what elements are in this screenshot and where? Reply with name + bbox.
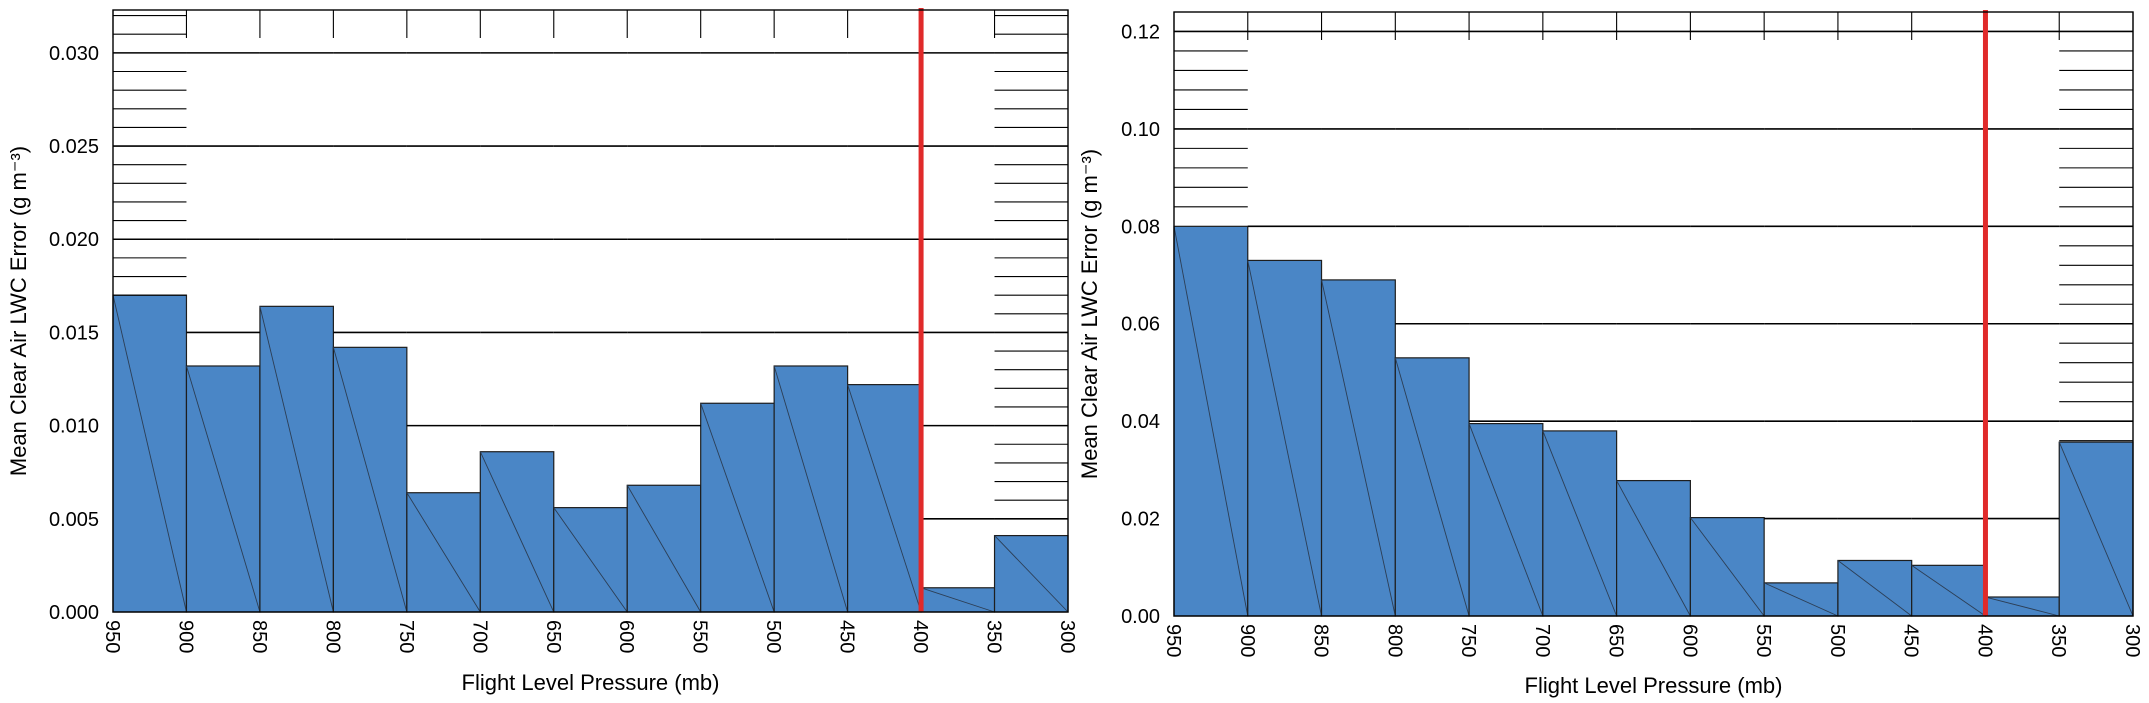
x-tick-label: 500 xyxy=(762,620,784,653)
x-tick-label: 800 xyxy=(321,620,343,653)
bar-hatch-line xyxy=(1394,357,1470,617)
y-tick-label: 0.030 xyxy=(49,43,99,65)
bar-hatch-line xyxy=(1985,596,2060,617)
bar-hatch-line xyxy=(1763,582,1839,617)
x-tick-label: 650 xyxy=(542,620,564,653)
x-tick-label: 750 xyxy=(395,620,417,653)
bar-hatch-line xyxy=(2058,441,2134,617)
plot-frame xyxy=(112,9,1069,613)
x-tick-label: 450 xyxy=(836,620,858,653)
y-tick-label: 0.005 xyxy=(49,509,99,531)
left-chart-panel: 0.000 0.005 0.010 0.015 0.020 0.025 0.030 950 90… xyxy=(6,8,1078,695)
bar-hatch-line xyxy=(479,451,555,613)
bar-hatch-line xyxy=(1542,430,1618,617)
x-tick-label: 550 xyxy=(1752,624,1774,657)
bar-hatch-line xyxy=(553,507,628,613)
y-tick-label: 0.08 xyxy=(1121,216,1160,238)
bar-hatch-line xyxy=(112,295,187,613)
x-tick-label: 700 xyxy=(1531,624,1553,657)
x-tick-label: 500 xyxy=(1826,624,1848,657)
bar-hatch-line xyxy=(186,365,261,613)
x-tick-label: 900 xyxy=(1236,624,1258,657)
x-tick-label: 900 xyxy=(174,620,196,653)
x-axis-title: Flight Level Pressure (mb) xyxy=(462,670,720,695)
y-axis-title: Mean Clear Air LWC Error (g m⁻³) xyxy=(6,146,31,476)
x-tick-label: 400 xyxy=(909,620,931,653)
right-chart-panel: 0.00 0.02 0.04 0.06 0.08 0.10 0.12 950 900 850 800… xyxy=(1077,10,2143,698)
bar-hatch-line xyxy=(1321,279,1396,617)
bar-hatch-line xyxy=(259,306,334,613)
y-tick-label: 0.020 xyxy=(49,229,99,251)
bar-hatch-line xyxy=(1173,226,1249,617)
bar-hatch-line xyxy=(994,535,1069,613)
bar-hatch-line xyxy=(1837,560,1912,617)
x-tick-label: 350 xyxy=(2047,624,2069,657)
bar-hatch-line xyxy=(1468,423,1544,617)
bar-hatch-line xyxy=(1690,517,1765,617)
x-tick-label: 650 xyxy=(1605,624,1627,657)
y-tick-label: 0.04 xyxy=(1121,411,1160,433)
x-tick-label: 950 xyxy=(101,620,123,653)
y-tick-label: 0.00 xyxy=(1121,606,1160,628)
x-tick-label: 950 xyxy=(1162,624,1184,657)
x-tick-label: 800 xyxy=(1383,624,1405,657)
x-tick-label: 600 xyxy=(1678,624,1700,657)
x-tick-label: 450 xyxy=(1900,624,1922,657)
bar-hatch-line xyxy=(1616,480,1691,617)
x-tick-label: 300 xyxy=(2121,624,2143,657)
bar-hatch-line xyxy=(773,365,849,613)
bar-hatch-line xyxy=(1911,564,1986,617)
y-tick-label: 0.000 xyxy=(49,602,99,624)
x-tick-label: 300 xyxy=(1056,620,1078,653)
bar-hatch-line xyxy=(700,403,775,613)
y-tick-label: 0.010 xyxy=(49,416,99,438)
bar-hatch-line xyxy=(847,384,922,613)
x-tick-label: 850 xyxy=(248,620,270,653)
bar-hatch-line xyxy=(406,492,481,613)
bar-hatch-line xyxy=(1247,260,1322,617)
x-tick-label: 600 xyxy=(615,620,637,653)
x-tick-label: 700 xyxy=(468,620,490,653)
y-axis-title: Mean Clear Air LWC Error (g m⁻³) xyxy=(1077,149,1102,479)
y-tick-label: 0.02 xyxy=(1121,509,1160,531)
x-axis-title: Flight Level Pressure (mb) xyxy=(1525,673,1783,698)
x-tick-label: 400 xyxy=(1973,624,1995,657)
y-tick-label: 0.025 xyxy=(49,136,99,158)
y-tick-label: 0.015 xyxy=(49,322,99,344)
x-tick-label: 550 xyxy=(689,620,711,653)
x-tick-label: 750 xyxy=(1457,624,1479,657)
bar-hatch-line xyxy=(920,587,995,613)
y-tick-label: 0.10 xyxy=(1121,119,1160,141)
y-tick-label: 0.06 xyxy=(1121,314,1160,336)
y-tick-label: 0.12 xyxy=(1121,21,1160,43)
bar-hatch-line xyxy=(626,485,702,613)
x-tick-label: 350 xyxy=(983,620,1005,653)
plot-frame xyxy=(1173,11,2134,617)
x-tick-label: 850 xyxy=(1310,624,1332,657)
bar-hatch-line xyxy=(332,347,408,613)
